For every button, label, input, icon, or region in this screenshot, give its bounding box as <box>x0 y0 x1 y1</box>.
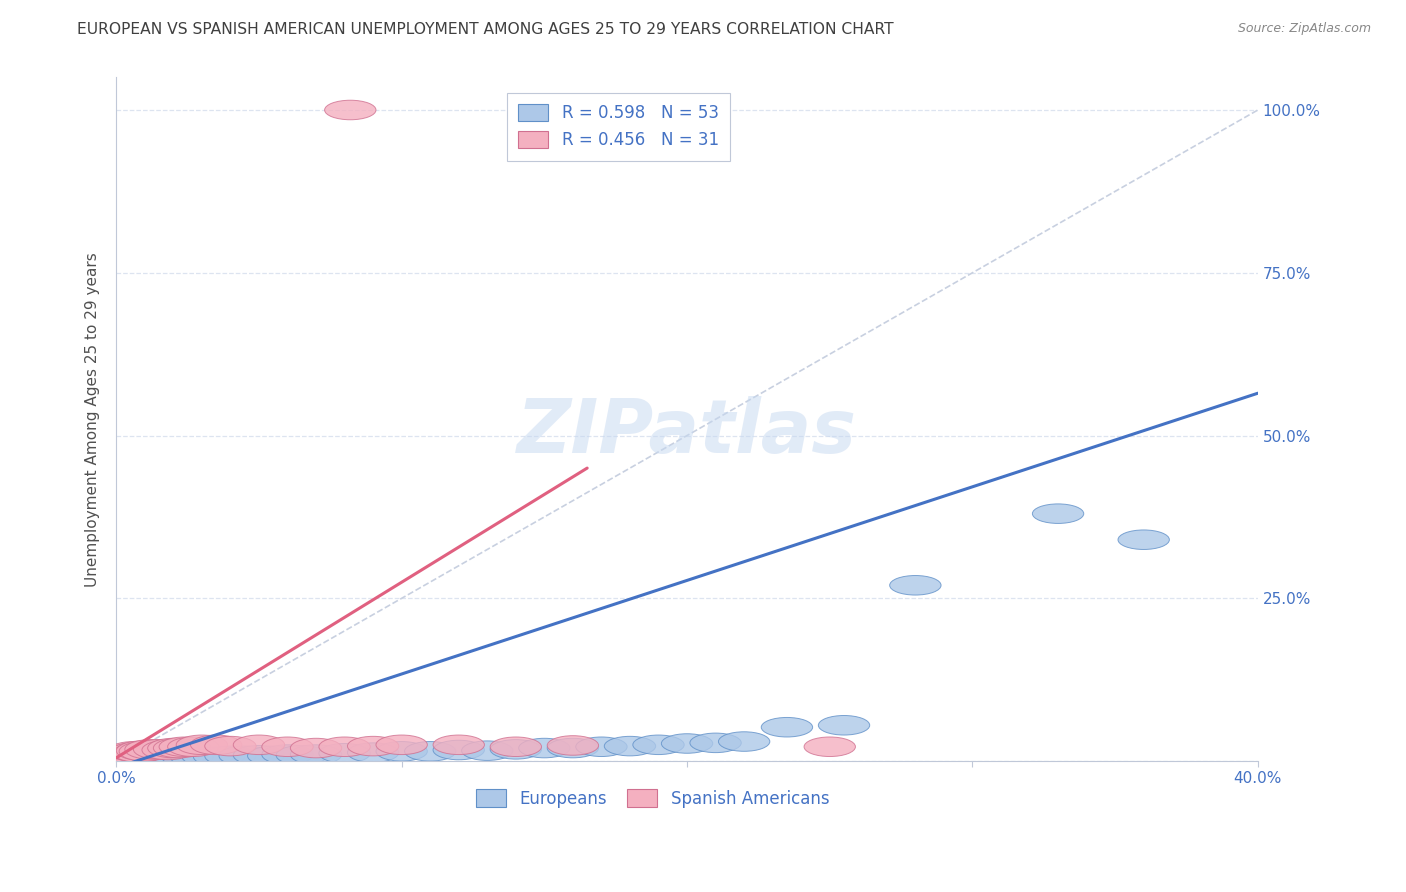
Ellipse shape <box>114 748 165 768</box>
Ellipse shape <box>375 735 427 755</box>
Ellipse shape <box>153 739 205 758</box>
Legend: Europeans, Spanish Americans: Europeans, Spanish Americans <box>470 783 837 814</box>
Ellipse shape <box>117 749 167 769</box>
Ellipse shape <box>219 746 270 765</box>
Text: ZIPatlas: ZIPatlas <box>517 396 858 469</box>
Ellipse shape <box>804 737 855 756</box>
Ellipse shape <box>128 748 179 768</box>
Ellipse shape <box>120 750 170 770</box>
Ellipse shape <box>108 741 159 761</box>
Ellipse shape <box>233 735 284 755</box>
Ellipse shape <box>108 749 159 769</box>
Ellipse shape <box>122 749 173 769</box>
Ellipse shape <box>276 746 328 765</box>
Ellipse shape <box>105 750 156 770</box>
Ellipse shape <box>142 740 194 760</box>
Ellipse shape <box>148 739 200 758</box>
Ellipse shape <box>547 739 599 758</box>
Ellipse shape <box>125 748 176 768</box>
Ellipse shape <box>661 734 713 753</box>
Ellipse shape <box>491 739 541 759</box>
Ellipse shape <box>319 744 370 763</box>
Ellipse shape <box>114 743 165 763</box>
Ellipse shape <box>319 737 370 756</box>
Ellipse shape <box>159 737 211 756</box>
Ellipse shape <box>142 748 194 768</box>
Y-axis label: Unemployment Among Ages 25 to 29 years: Unemployment Among Ages 25 to 29 years <box>86 252 100 587</box>
Ellipse shape <box>111 750 162 770</box>
Ellipse shape <box>247 746 299 765</box>
Ellipse shape <box>761 717 813 737</box>
Ellipse shape <box>194 747 245 766</box>
Ellipse shape <box>291 739 342 758</box>
Ellipse shape <box>605 736 655 756</box>
Ellipse shape <box>96 748 148 768</box>
Ellipse shape <box>890 575 941 595</box>
Ellipse shape <box>148 748 200 768</box>
Ellipse shape <box>325 100 375 120</box>
Ellipse shape <box>433 740 485 760</box>
Ellipse shape <box>111 748 162 768</box>
Ellipse shape <box>262 745 314 764</box>
Ellipse shape <box>103 746 153 765</box>
Ellipse shape <box>347 743 399 763</box>
Ellipse shape <box>111 742 162 762</box>
Ellipse shape <box>176 735 228 755</box>
Ellipse shape <box>347 736 399 756</box>
Ellipse shape <box>103 748 153 768</box>
Ellipse shape <box>131 749 181 769</box>
Ellipse shape <box>818 715 870 735</box>
Ellipse shape <box>405 741 456 761</box>
Ellipse shape <box>205 746 256 765</box>
Ellipse shape <box>120 748 170 768</box>
Ellipse shape <box>491 737 541 756</box>
Ellipse shape <box>125 739 176 759</box>
Ellipse shape <box>134 748 184 768</box>
Ellipse shape <box>162 747 214 767</box>
Ellipse shape <box>690 733 741 753</box>
Ellipse shape <box>433 735 485 755</box>
Ellipse shape <box>100 745 150 764</box>
Ellipse shape <box>96 746 148 765</box>
Ellipse shape <box>262 737 314 756</box>
Ellipse shape <box>575 737 627 756</box>
Ellipse shape <box>461 741 513 760</box>
Text: EUROPEAN VS SPANISH AMERICAN UNEMPLOYMENT AMONG AGES 25 TO 29 YEARS CORRELATION : EUROPEAN VS SPANISH AMERICAN UNEMPLOYMEN… <box>77 22 894 37</box>
Ellipse shape <box>170 747 222 767</box>
Ellipse shape <box>633 735 685 755</box>
Ellipse shape <box>718 731 770 751</box>
Ellipse shape <box>205 736 256 756</box>
Ellipse shape <box>134 739 184 759</box>
Ellipse shape <box>375 741 427 761</box>
Ellipse shape <box>167 737 219 756</box>
Ellipse shape <box>105 744 156 763</box>
Ellipse shape <box>1118 530 1170 549</box>
Ellipse shape <box>136 748 187 768</box>
Ellipse shape <box>181 747 233 766</box>
Ellipse shape <box>117 741 167 760</box>
Ellipse shape <box>1032 504 1084 524</box>
Ellipse shape <box>233 746 284 765</box>
Ellipse shape <box>100 749 150 769</box>
Ellipse shape <box>93 748 145 768</box>
Ellipse shape <box>519 739 569 758</box>
Ellipse shape <box>291 745 342 764</box>
Text: Source: ZipAtlas.com: Source: ZipAtlas.com <box>1237 22 1371 36</box>
Ellipse shape <box>120 741 170 761</box>
Ellipse shape <box>153 747 205 767</box>
Ellipse shape <box>547 736 599 756</box>
Ellipse shape <box>190 735 242 755</box>
